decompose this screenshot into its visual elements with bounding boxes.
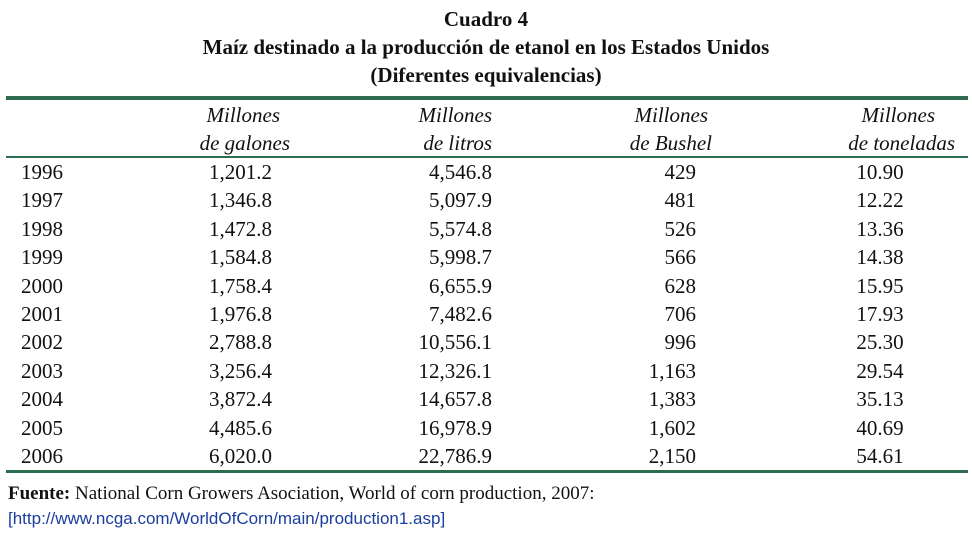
cell-litros: 14,657.8 [418, 387, 493, 412]
cell-bushel: 429 [664, 160, 697, 184]
cell-litros: 5,097.9 [429, 188, 492, 213]
cell-litros: 6,655.9 [429, 273, 492, 298]
cell-bushel: 481 [664, 188, 697, 213]
cell-year: 2003 [21, 358, 63, 383]
cell-bushel: 1,383 [648, 387, 696, 412]
source-text: National Corn Growers Asociation, World … [70, 483, 595, 504]
header-litros-line1: Millones [418, 103, 493, 127]
cell-year: 2005 [21, 415, 63, 440]
cell-toneladas: 25.30 [856, 330, 904, 355]
cell-year: 2002 [21, 330, 63, 355]
header-galones-line1: Millones [206, 103, 281, 127]
header-galones-line2: de galones [199, 131, 290, 155]
cell-litros: 4,546.8 [429, 160, 492, 184]
top-rule [6, 96, 968, 100]
cell-bushel: 628 [664, 273, 697, 298]
cell-year: 2006 [21, 444, 63, 468]
cell-galones: 1,201.2 [209, 160, 272, 184]
cell-bushel: 996 [664, 330, 697, 355]
cell-year: 2000 [21, 273, 63, 298]
cell-galones: 3,872.4 [209, 387, 272, 412]
cell-bushel: 526 [664, 216, 697, 241]
cell-bushel: 566 [664, 245, 697, 270]
source-link[interactable]: [http://www.ncga.com/WorldOfCorn/main/pr… [8, 509, 446, 528]
title-line-3: (Diferentes equivalencias) [370, 63, 602, 87]
cell-toneladas: 17.93 [856, 302, 904, 326]
cell-year: 1998 [21, 216, 63, 241]
header-bushel-line1: Millones [634, 103, 709, 127]
cell-litros: 7,482.6 [429, 302, 492, 326]
cell-bushel: 1,163 [648, 358, 696, 383]
cell-year: 1997 [21, 188, 63, 213]
cell-litros: 10,556.1 [418, 330, 493, 355]
cell-toneladas: 15.95 [856, 273, 904, 298]
cell-year: 2004 [21, 387, 63, 412]
bottom-rule [6, 470, 968, 473]
cell-toneladas: 13.36 [856, 216, 904, 241]
cell-bushel: 2,150 [648, 444, 696, 468]
source-note: Fuente: National Corn Growers Asociation… [8, 482, 595, 506]
cell-galones: 3,256.4 [209, 358, 272, 383]
cell-litros: 16,978.9 [418, 415, 493, 440]
header-toneladas-line2: de toneladas [848, 131, 955, 155]
cell-galones: 1,346.8 [209, 188, 272, 213]
header-bushel-line2: de Bushel [629, 131, 712, 155]
cell-toneladas: 40.69 [856, 415, 904, 440]
title-line-2: Maíz destinado a la producción de etanol… [202, 35, 770, 59]
cell-galones: 1,976.8 [209, 302, 272, 326]
header-toneladas-line1: Millones [861, 103, 936, 127]
cell-toneladas: 10.90 [856, 160, 904, 184]
cell-galones: 2,788.8 [209, 330, 272, 355]
cell-litros: 5,998.7 [429, 245, 492, 270]
cell-galones: 1,758.4 [209, 273, 272, 298]
cell-toneladas: 14.38 [856, 245, 904, 270]
cell-litros: 22,786.9 [418, 444, 493, 468]
cell-bushel: 1,602 [648, 415, 696, 440]
cell-year: 2001 [21, 302, 63, 326]
cell-toneladas: 12.22 [856, 188, 904, 213]
cell-year: 1999 [21, 245, 63, 270]
cell-toneladas: 54.61 [856, 444, 904, 468]
cell-galones: 1,584.8 [209, 245, 272, 270]
header-litros-line2: de litros [423, 131, 492, 155]
cell-year: 1996 [21, 160, 63, 184]
cell-galones: 6,020.0 [209, 444, 272, 468]
cell-toneladas: 29.54 [856, 358, 904, 383]
cell-toneladas: 35.13 [856, 387, 904, 412]
cell-litros: 12,326.1 [418, 358, 493, 383]
header-rule [6, 156, 968, 158]
cell-galones: 1,472.8 [209, 216, 272, 241]
cell-bushel: 706 [664, 302, 697, 326]
cell-galones: 4,485.6 [209, 415, 272, 440]
cell-litros: 5,574.8 [429, 216, 492, 241]
title-line-1: Cuadro 4 [443, 7, 529, 31]
source-label: Fuente: [8, 483, 71, 504]
